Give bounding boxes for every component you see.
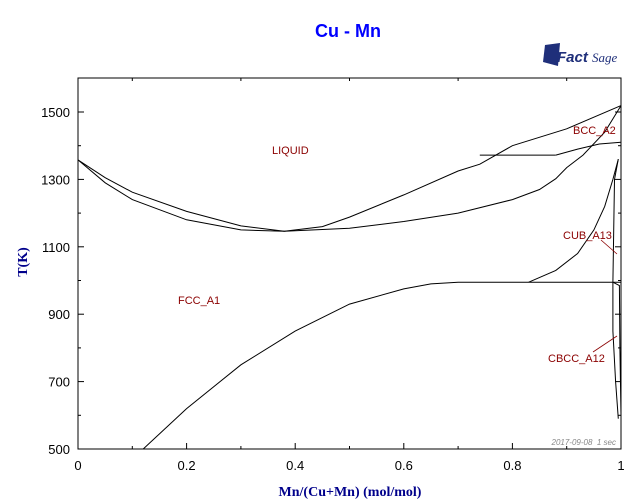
phase-boundary-6 — [612, 159, 619, 419]
x-tick-label: 0.8 — [503, 458, 521, 473]
y-tick-label: 700 — [48, 375, 70, 390]
y-tick-label: 1300 — [41, 172, 70, 187]
factsage-logo: Fact Sage — [543, 43, 618, 66]
y-tick-label: 1100 — [42, 240, 70, 255]
y-tick-label: 1500 — [41, 105, 70, 120]
chart-title: Cu - Mn — [315, 21, 381, 41]
timestamp: 2017-09-08 1 sec — [551, 438, 617, 447]
x-tick-label: 0.2 — [178, 458, 196, 473]
x-axis-label: Mn/(Cu+Mn) (mol/mol) — [279, 485, 422, 500]
leader-cub-a13 — [600, 239, 618, 255]
phase-boundary-4 — [142, 281, 621, 450]
y-tick-label: 500 — [48, 442, 70, 457]
phase-boundary-0 — [77, 105, 622, 232]
svg-text:Fact: Fact — [557, 49, 589, 66]
leader-cbcc-a12 — [592, 335, 618, 353]
svg-text:Sage: Sage — [592, 50, 618, 65]
x-tick-label: 0.4 — [286, 458, 304, 473]
y-tick-label: 900 — [48, 307, 70, 322]
phase-boundary-1 — [77, 105, 622, 232]
phase-boundary-3 — [555, 141, 622, 156]
plot-frame — [77, 77, 622, 450]
label-cbcc-a12: CBCC_A12 — [548, 353, 605, 365]
label-bcc-a2: BCC_A2 — [573, 125, 616, 137]
x-tick-label: 0.6 — [395, 458, 413, 473]
label-fcc-a1: FCC_A1 — [178, 295, 220, 307]
x-tick-label: 0 — [74, 458, 81, 473]
x-tick-label: 1 — [617, 458, 624, 473]
y-axis-label: T(K) — [16, 247, 31, 277]
label-cub-a13: CUB_A13 — [563, 230, 612, 242]
label-liquid: LIQUID — [272, 145, 309, 157]
phase-boundary-5 — [528, 159, 619, 283]
